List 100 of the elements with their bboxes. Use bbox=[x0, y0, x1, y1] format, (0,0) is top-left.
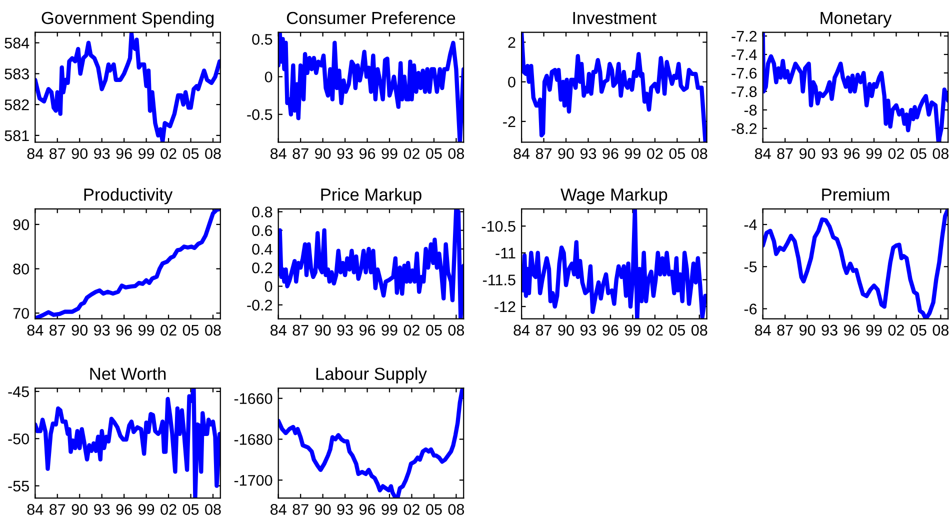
x-tick-label: 05 bbox=[910, 148, 926, 160]
y-tick-label: 0 bbox=[508, 76, 516, 88]
x-tick-label: 08 bbox=[448, 504, 464, 515]
x-tick-label: 08 bbox=[691, 324, 708, 336]
y-tick-label: -12 bbox=[494, 301, 516, 312]
x-tick-label: 96 bbox=[844, 148, 860, 160]
y-tick-label: -2 bbox=[503, 116, 516, 127]
chart-title: Labour Supply bbox=[316, 367, 427, 384]
x-tick-label: 96 bbox=[844, 324, 860, 336]
chart-title: Price Markup bbox=[321, 188, 422, 204]
x-tick-label: 99 bbox=[624, 148, 640, 160]
x-tick-label: 99 bbox=[138, 148, 154, 160]
line-series bbox=[35, 32, 220, 142]
x-tick-label: 84 bbox=[270, 148, 286, 160]
x-tick-label: 87 bbox=[50, 504, 66, 515]
x-tick-label: 02 bbox=[404, 504, 420, 515]
x-tick-label: 08 bbox=[205, 324, 221, 336]
x-tick-label: 90 bbox=[72, 324, 88, 336]
x-tick-label: 87 bbox=[777, 324, 793, 336]
x-tick-label: 99 bbox=[624, 324, 640, 336]
x-tick-label: 96 bbox=[359, 148, 376, 160]
y-tick-label: 70 bbox=[13, 308, 29, 319]
y-tick-label: 584 bbox=[4, 38, 30, 48]
y-tick-label: -5 bbox=[744, 262, 757, 272]
x-tick-label: 87 bbox=[50, 324, 66, 336]
y-tick-label: -8.2 bbox=[732, 123, 757, 134]
x-tick-label: 96 bbox=[602, 324, 618, 336]
line-series bbox=[522, 32, 707, 142]
x-tick-label: 99 bbox=[382, 148, 398, 160]
x-tick-label: 87 bbox=[292, 504, 308, 515]
x-tick-label: 99 bbox=[866, 148, 882, 160]
x-tick-label: 05 bbox=[426, 148, 442, 160]
x-tick-label: 87 bbox=[536, 324, 552, 336]
y-tick-label: 0.4 bbox=[252, 244, 272, 255]
y-tick-label: -50 bbox=[8, 433, 29, 444]
x-tick-label: 84 bbox=[755, 324, 771, 336]
x-tick-label: 99 bbox=[866, 324, 882, 336]
x-tick-label: 05 bbox=[910, 324, 926, 336]
x-tick-label: 02 bbox=[404, 324, 420, 336]
x-tick-label: 05 bbox=[426, 504, 442, 515]
x-tick-label: 90 bbox=[72, 504, 88, 515]
y-tick-label: -10.5 bbox=[482, 220, 516, 232]
y-tick-label: 0.2 bbox=[252, 262, 272, 274]
x-tick-label: 87 bbox=[50, 148, 66, 160]
x-tick-label: 87 bbox=[536, 148, 552, 160]
line-series bbox=[35, 208, 220, 319]
x-tick-label: 84 bbox=[27, 148, 44, 160]
y-tick-label: -7.2 bbox=[732, 30, 757, 42]
x-tick-label: 93 bbox=[94, 504, 110, 515]
y-tick-label: -4 bbox=[744, 220, 757, 230]
x-tick-label: 05 bbox=[182, 324, 199, 336]
y-tick-label: 0.5 bbox=[252, 34, 272, 45]
line-series bbox=[278, 208, 464, 319]
x-tick-label: 90 bbox=[315, 504, 331, 515]
x-tick-label: 93 bbox=[337, 324, 353, 336]
y-tick-label: -1680 bbox=[234, 434, 272, 445]
x-tick-label: 05 bbox=[669, 324, 686, 336]
chart-title: Government Spending bbox=[42, 11, 214, 28]
y-tick-label: 581 bbox=[4, 130, 29, 142]
y-tick-label: -11 bbox=[496, 248, 516, 258]
chart-title: Premium bbox=[822, 188, 890, 201]
x-tick-label: 02 bbox=[647, 324, 663, 336]
y-tick-label: 0.8 bbox=[252, 206, 272, 218]
x-tick-label: 93 bbox=[94, 324, 110, 336]
y-tick-label: -55 bbox=[8, 480, 29, 492]
x-tick-label: 96 bbox=[359, 324, 376, 336]
y-tick-label: 582 bbox=[4, 99, 29, 110]
chart-title: Net Worth bbox=[90, 367, 166, 380]
x-tick-label: 08 bbox=[932, 148, 949, 160]
x-tick-label: 99 bbox=[382, 324, 398, 336]
x-tick-label: 93 bbox=[580, 324, 596, 336]
x-tick-label: 99 bbox=[138, 504, 154, 515]
y-tick-label: -11.5 bbox=[482, 274, 516, 286]
x-tick-label: 96 bbox=[359, 504, 376, 515]
y-tick-label: -6 bbox=[744, 304, 757, 314]
y-tick-label: 2 bbox=[508, 37, 516, 48]
line-series bbox=[278, 32, 464, 142]
x-tick-label: 96 bbox=[602, 148, 618, 160]
x-tick-label: 93 bbox=[337, 148, 353, 160]
y-tick-label: 80 bbox=[13, 264, 29, 274]
y-tick-label: -0.2 bbox=[247, 300, 272, 311]
x-tick-label: 87 bbox=[292, 148, 308, 160]
chart-title: Wage Markup bbox=[560, 188, 668, 204]
x-tick-label: 08 bbox=[932, 324, 949, 336]
x-tick-label: 84 bbox=[270, 504, 286, 515]
x-tick-label: 99 bbox=[138, 324, 154, 336]
x-tick-label: 84 bbox=[270, 324, 286, 336]
y-tick-label: -7.4 bbox=[732, 50, 757, 60]
x-tick-label: 99 bbox=[382, 504, 398, 515]
line-series bbox=[522, 208, 707, 319]
x-tick-label: 02 bbox=[404, 148, 420, 160]
x-tick-label: 08 bbox=[448, 148, 464, 160]
x-tick-label: 90 bbox=[800, 148, 816, 160]
x-tick-label: 05 bbox=[182, 148, 199, 160]
y-tick-label: 0 bbox=[264, 72, 272, 82]
x-tick-label: 87 bbox=[777, 148, 793, 160]
x-tick-label: 84 bbox=[514, 324, 530, 336]
x-tick-label: 02 bbox=[160, 148, 176, 160]
y-tick-label: -8 bbox=[744, 104, 757, 116]
y-tick-label: -0.5 bbox=[247, 109, 272, 120]
